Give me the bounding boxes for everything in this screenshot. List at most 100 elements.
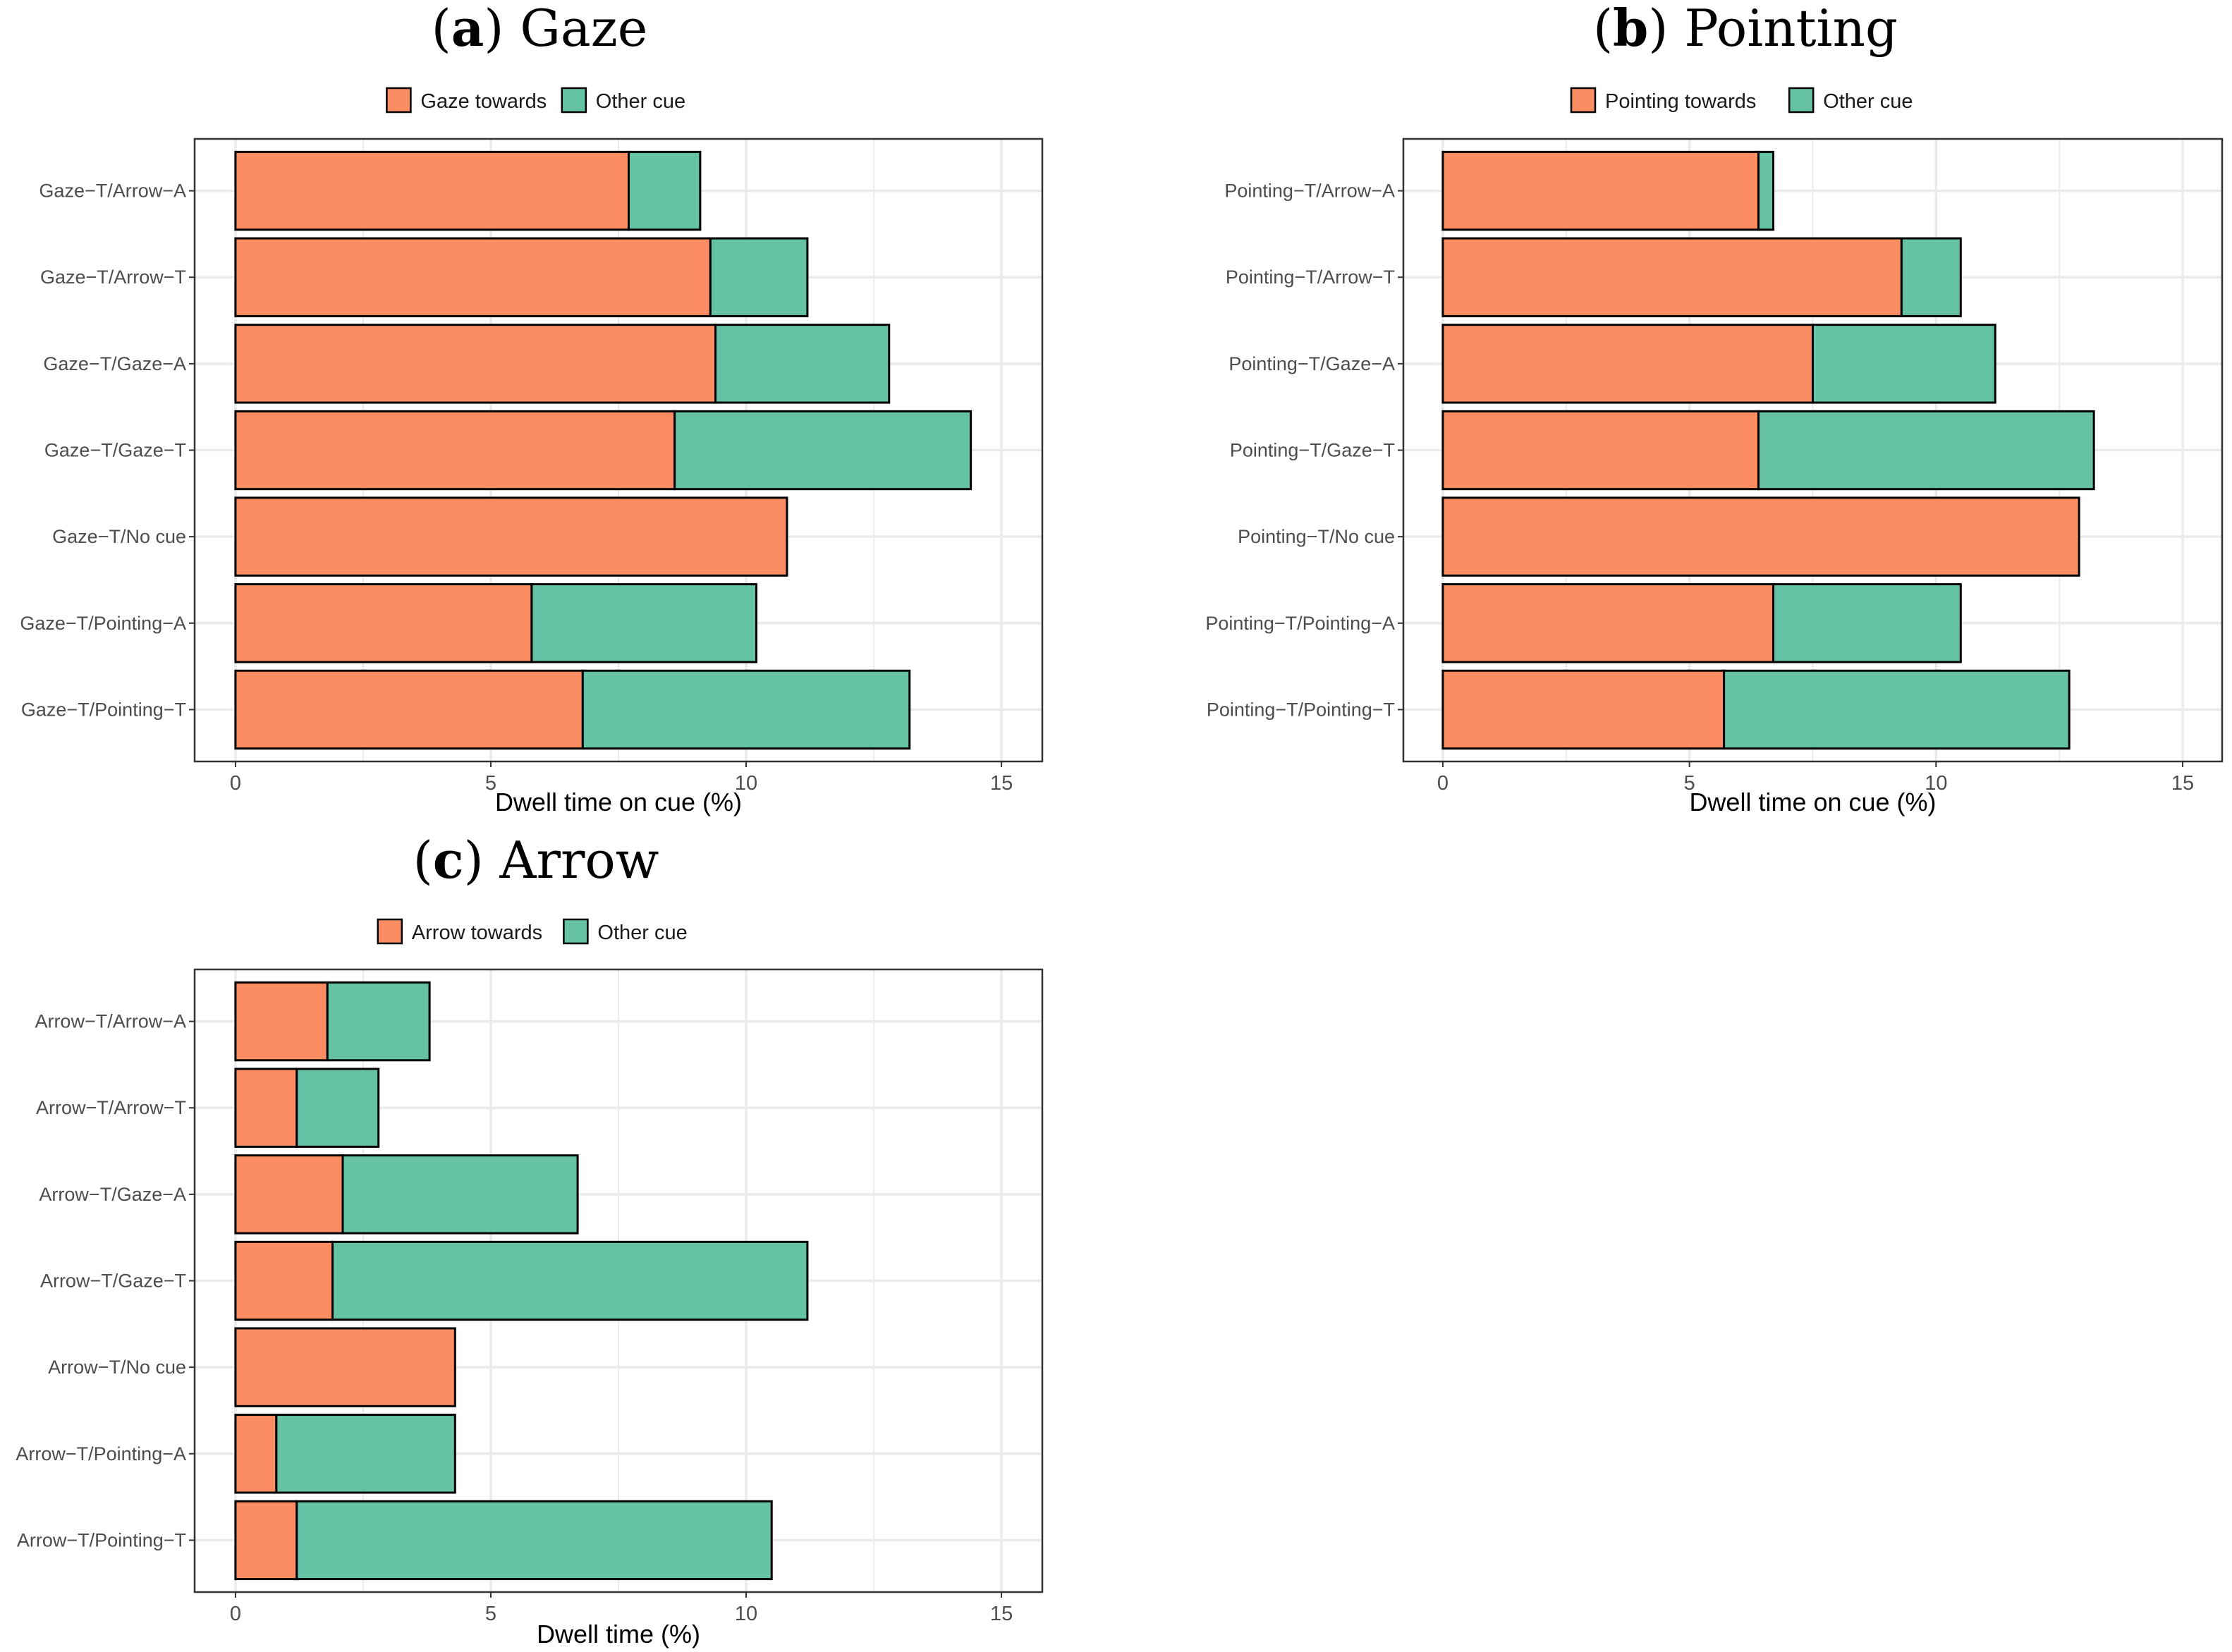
panel-letter: b	[1613, 0, 1648, 58]
bar-other	[326, 981, 431, 1062]
y-tick-label: Gaze−T/Gaze−T	[44, 440, 186, 461]
bar-other	[714, 324, 891, 404]
x-tick-label: 15	[990, 772, 1013, 795]
bar-towards	[1441, 324, 1814, 404]
legend-swatch-towards	[1570, 87, 1597, 114]
x-tick-label: 15	[990, 1603, 1013, 1625]
x-tick-label: 15	[2171, 772, 2194, 795]
legend-swatch-other	[1788, 87, 1815, 114]
y-tick-label: Gaze−T/Arrow−A	[39, 181, 186, 202]
y-tick-label: Arrow−T/Arrow−T	[36, 1097, 186, 1118]
bar-towards	[234, 1240, 334, 1321]
bar-towards	[234, 1500, 298, 1581]
y-tick-label: Arrow−T/No cue	[48, 1357, 186, 1378]
legend: Pointing towards Other cue	[1570, 87, 1913, 114]
y-tick-label: Pointing−T/Pointing−A	[1205, 613, 1395, 634]
y-tick-label: Arrow−T/Pointing−A	[16, 1443, 186, 1464]
y-tick-label: Arrow−T/Gaze−A	[39, 1184, 186, 1205]
y-tick-label: Gaze−T/Pointing−T	[21, 699, 186, 720]
y-tick-label: Pointing−T/Arrow−A	[1224, 181, 1395, 202]
bar-other	[1772, 583, 1962, 663]
legend-label-other: Other cue	[596, 90, 685, 113]
x-tick-label: 0	[230, 1603, 241, 1625]
bar-other	[530, 583, 758, 663]
bar-towards	[1441, 410, 1760, 491]
bar-towards	[234, 1154, 344, 1235]
bar-towards	[234, 981, 329, 1062]
legend: Gaze towards Other cue	[386, 87, 685, 114]
legend-label-towards: Arrow towards	[412, 922, 542, 944]
x-axis-label: Dwell time on cue (%)	[1689, 788, 1936, 816]
bar-other	[673, 410, 972, 491]
y-tick-label: Gaze−T/No cue	[52, 526, 186, 547]
x-tick-label: 10	[735, 1603, 757, 1625]
x-tick-label: 5	[485, 772, 496, 795]
y-tick-label: Gaze−T/Pointing−A	[20, 613, 186, 634]
x-tick-label: 0	[230, 772, 241, 795]
bar-other	[331, 1240, 809, 1321]
x-tick-label: 10	[1925, 772, 1947, 795]
legend-swatch-other	[563, 918, 589, 945]
bar-other	[341, 1154, 579, 1235]
legend-swatch-towards	[386, 87, 412, 114]
legend: Arrow towards Other cue	[377, 918, 688, 945]
bar-towards	[234, 150, 630, 231]
bar-towards	[1441, 150, 1760, 231]
panel-title: (b) Pointing	[1593, 0, 1898, 58]
x-axis-label: Dwell time on cue (%)	[495, 788, 742, 816]
x-tick-label: 10	[735, 772, 757, 795]
bar-towards	[1441, 583, 1775, 663]
panel-border	[193, 968, 1044, 1593]
panel-a: (a) Gaze Gaze towards Other cue Gaze−T/Arro…	[20, 0, 1044, 816]
bar-other	[581, 669, 911, 750]
legend-label-other: Other cue	[597, 922, 687, 944]
bar-other	[275, 1414, 456, 1494]
y-tick-label: Pointing−T/Gaze−T	[1230, 440, 1395, 461]
y-tick-label: Arrow−T/Pointing−T	[17, 1529, 186, 1550]
bar-other	[627, 150, 702, 231]
x-tick-label: 0	[1437, 772, 1449, 795]
bar-towards	[1441, 237, 1903, 317]
bar-other	[1812, 324, 1996, 404]
bar-towards	[234, 1067, 298, 1148]
legend-label-towards: Pointing towards	[1605, 90, 1756, 113]
bar-towards	[234, 237, 712, 317]
bar-towards	[1441, 669, 1726, 750]
bar-other	[709, 237, 809, 317]
bar-towards	[234, 669, 584, 750]
bar-other	[1757, 150, 1775, 231]
y-tick-label: Gaze−T/Gaze−A	[43, 353, 186, 374]
bar-towards	[234, 410, 676, 491]
bar-towards	[234, 583, 533, 663]
panel-letter: c	[433, 830, 464, 890]
legend-label-towards: Gaze towards	[420, 90, 547, 113]
panel-letter: a	[451, 0, 484, 58]
y-tick-label: Arrow−T/Arrow−A	[35, 1011, 186, 1032]
y-tick-label: Pointing−T/Gaze−A	[1228, 353, 1395, 374]
bar-other	[1723, 669, 2071, 750]
bar-other	[1900, 237, 1962, 317]
y-tick-label: Pointing−T/No cue	[1238, 526, 1395, 547]
panel-title: (a) Gaze	[432, 0, 648, 58]
panel-title: (c) Arrow	[413, 830, 659, 890]
bar-towards	[234, 1414, 278, 1494]
x-tick-label: 5	[485, 1603, 496, 1625]
panel-border	[193, 137, 1044, 763]
y-tick-label: Gaze−T/Arrow−T	[40, 267, 186, 288]
legend-swatch-other	[561, 87, 587, 114]
bar-other	[295, 1500, 773, 1581]
x-axis-label: Dwell time (%)	[537, 1620, 700, 1648]
y-tick-label: Arrow−T/Gaze−T	[40, 1271, 186, 1292]
bar-other	[295, 1067, 380, 1148]
bar-towards	[234, 324, 717, 404]
legend-swatch-towards	[377, 918, 403, 945]
y-tick-label: Pointing−T/Pointing−T	[1207, 699, 1395, 720]
bar-towards	[234, 1327, 456, 1407]
x-tick-label: 5	[1684, 772, 1695, 795]
legend-label-other: Other cue	[1823, 90, 1913, 113]
panel-border	[1402, 137, 2224, 763]
y-tick-label: Pointing−T/Arrow−T	[1226, 267, 1395, 288]
panel-c: (c) Arrow Arrow towards Other cue Arrow−T/A…	[16, 830, 1044, 1648]
bar-towards	[1441, 496, 2080, 577]
